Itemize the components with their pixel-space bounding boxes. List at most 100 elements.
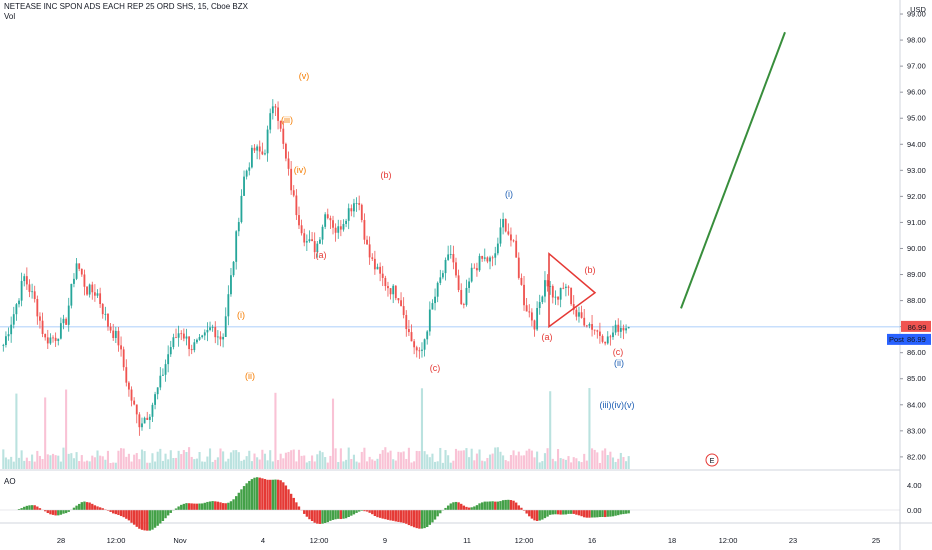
ao-bar: [580, 510, 583, 517]
wave-label: (ii): [245, 371, 255, 381]
ao-bar: [266, 479, 269, 510]
ao-bar: [609, 510, 612, 517]
volume-bar: [609, 451, 612, 469]
volume-bar: [44, 397, 47, 469]
volume-bar: [509, 455, 512, 469]
volume-bar: [96, 450, 99, 469]
volume-bar: [339, 448, 342, 469]
candle-body: [143, 417, 146, 424]
candle-body: [337, 226, 340, 233]
ao-bar: [347, 510, 350, 518]
volume-bar: [541, 461, 544, 469]
candle-body: [476, 268, 478, 271]
candle-body: [109, 326, 112, 331]
ao-bar: [161, 510, 165, 522]
candle-body: [457, 275, 460, 290]
volume-bar: [371, 459, 374, 469]
ao-bar: [96, 506, 99, 510]
volume-bar: [195, 458, 198, 469]
volume-bar: [201, 461, 204, 469]
volume-bar: [151, 453, 154, 469]
candle-body: [190, 349, 193, 351]
candle-body: [593, 329, 596, 331]
ao-bar: [30, 505, 34, 510]
ao-bar: [622, 510, 625, 515]
candle-body: [300, 225, 303, 234]
candle-body: [384, 277, 387, 287]
ao-bar: [117, 510, 120, 515]
candle-body: [292, 190, 295, 196]
candle-body: [434, 296, 436, 304]
ao-bar: [49, 510, 52, 515]
volume-bar: [460, 450, 463, 469]
ao-bar: [470, 507, 473, 510]
candle-body: [465, 287, 468, 305]
candle-body: [455, 262, 457, 276]
ao-bar: [598, 510, 602, 518]
volume-bar: [148, 462, 151, 469]
candle-body: [52, 337, 54, 339]
candle-body: [201, 335, 204, 338]
candle-body: [444, 259, 447, 274]
candle-body: [83, 274, 86, 287]
candle-body: [112, 330, 115, 339]
candle-body: [494, 253, 497, 258]
candle-body: [104, 313, 107, 315]
candle-body: [311, 239, 313, 242]
ao-bar: [496, 501, 500, 510]
time-tick-label: 18: [668, 536, 676, 545]
ao-bar: [310, 510, 314, 522]
ao-tick-label: 4.00: [907, 481, 922, 490]
volume-bar: [65, 389, 68, 469]
volume-bar: [271, 461, 274, 469]
candle-body: [5, 336, 7, 345]
candle-body: [468, 281, 470, 288]
candle-body: [216, 336, 219, 338]
candle-body: [10, 324, 13, 335]
volume-bar: [379, 453, 382, 469]
ao-bar: [339, 510, 343, 520]
wave-label: (b): [585, 265, 596, 275]
volume-bar: [284, 452, 287, 469]
candle-body: [436, 282, 439, 297]
candle-body: [481, 255, 484, 259]
ao-bar: [125, 510, 128, 519]
ao-bar: [54, 510, 57, 516]
ao-bar: [109, 510, 112, 512]
candle-body: [154, 394, 156, 405]
candle-body: [342, 223, 345, 230]
candle-body: [541, 296, 544, 303]
candle-body: [366, 239, 368, 245]
volume-bar: [28, 461, 31, 469]
wave-label: (i): [505, 189, 513, 199]
volume-bar: [465, 448, 468, 469]
candle-body: [499, 227, 502, 244]
time-tick-label: 16: [588, 536, 596, 545]
candle-body: [227, 294, 230, 317]
volume-bar: [368, 456, 371, 469]
volume-bar: [282, 458, 285, 469]
volume-bar: [313, 461, 316, 469]
candle-body: [175, 337, 177, 339]
volume-bar: [109, 462, 112, 469]
ao-bar: [614, 510, 617, 516]
volume-bar: [407, 447, 410, 469]
wave-label: (a): [316, 250, 327, 260]
ao-bar: [457, 502, 460, 510]
ao-bar: [596, 510, 599, 518]
ao-bar: [187, 503, 191, 510]
volume-bar: [494, 447, 497, 469]
last-price-badge: [901, 320, 931, 332]
volume-bar: [211, 461, 214, 469]
ao-bar: [263, 479, 267, 510]
candle-body: [290, 168, 293, 191]
candle-body: [206, 329, 209, 333]
volume-bar: [250, 461, 253, 469]
volume-bar: [316, 454, 319, 469]
volume-bar: [329, 455, 332, 469]
candle-body: [167, 354, 170, 365]
candle-body: [583, 317, 586, 326]
candle-body: [627, 326, 630, 329]
volume-bar: [342, 461, 345, 469]
